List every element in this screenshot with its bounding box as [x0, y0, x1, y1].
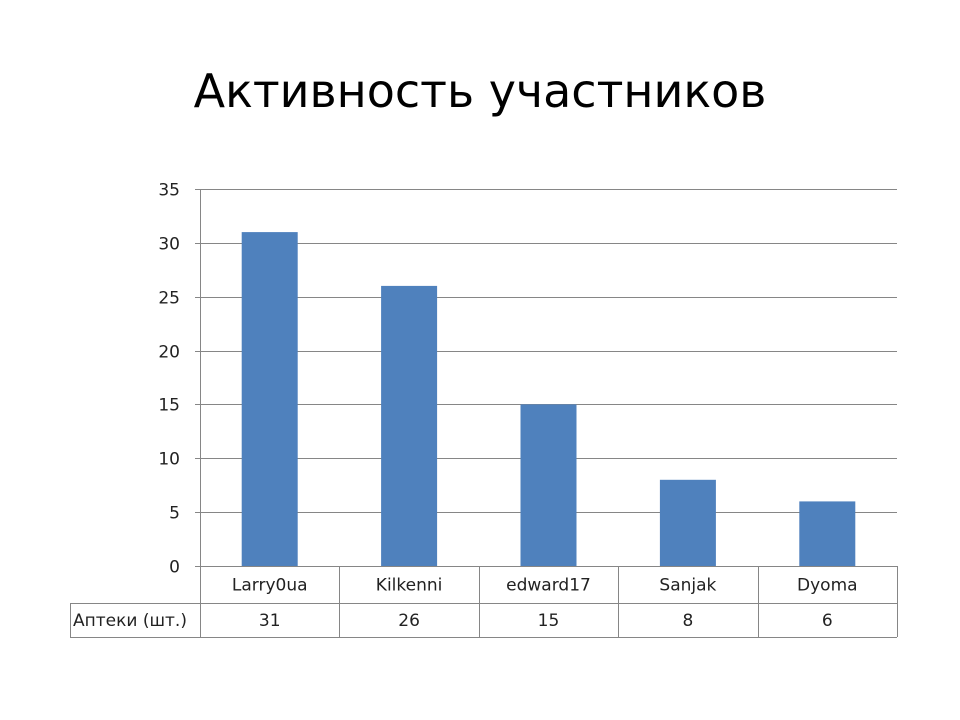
bar-kilkenni — [381, 285, 438, 566]
y-tick-label: 5 — [169, 504, 180, 524]
data-table-value: 15 — [538, 611, 560, 631]
bar-dyoma — [799, 501, 856, 566]
y-axis-tick-labels: 0 5 10 15 20 25 30 35 — [158, 181, 180, 578]
bar-sanjak — [659, 479, 716, 566]
y-tick-label: 35 — [158, 181, 180, 201]
category-label: edward17 — [506, 576, 591, 596]
y-tick-label: 10 — [158, 450, 180, 470]
category-label: Larry0ua — [232, 576, 308, 596]
series-row-label: Аптеки (шт.) — [73, 611, 187, 631]
category-label: Dyoma — [797, 576, 858, 596]
data-table-value: 8 — [682, 611, 693, 631]
bars — [241, 232, 856, 566]
slide-title: Активность участников — [193, 64, 767, 118]
y-tick-label: 25 — [158, 289, 180, 309]
data-table-value: 26 — [398, 611, 420, 631]
y-tick-label: 0 — [169, 558, 180, 578]
bar-edward17 — [520, 404, 577, 566]
y-tick-label: 30 — [158, 235, 180, 255]
data-table-value: 6 — [822, 611, 833, 631]
y-tick-label: 15 — [158, 396, 180, 416]
data-table-value: 31 — [259, 611, 281, 631]
bar-larry0ua — [241, 232, 298, 566]
category-label: Kilkenni — [376, 576, 443, 596]
category-label: Sanjak — [659, 576, 716, 596]
data-table: Larry0ua Kilkenni edward17 Sanjak Dyoma Аптек… — [70, 566, 898, 638]
y-tick-label: 20 — [158, 343, 180, 363]
